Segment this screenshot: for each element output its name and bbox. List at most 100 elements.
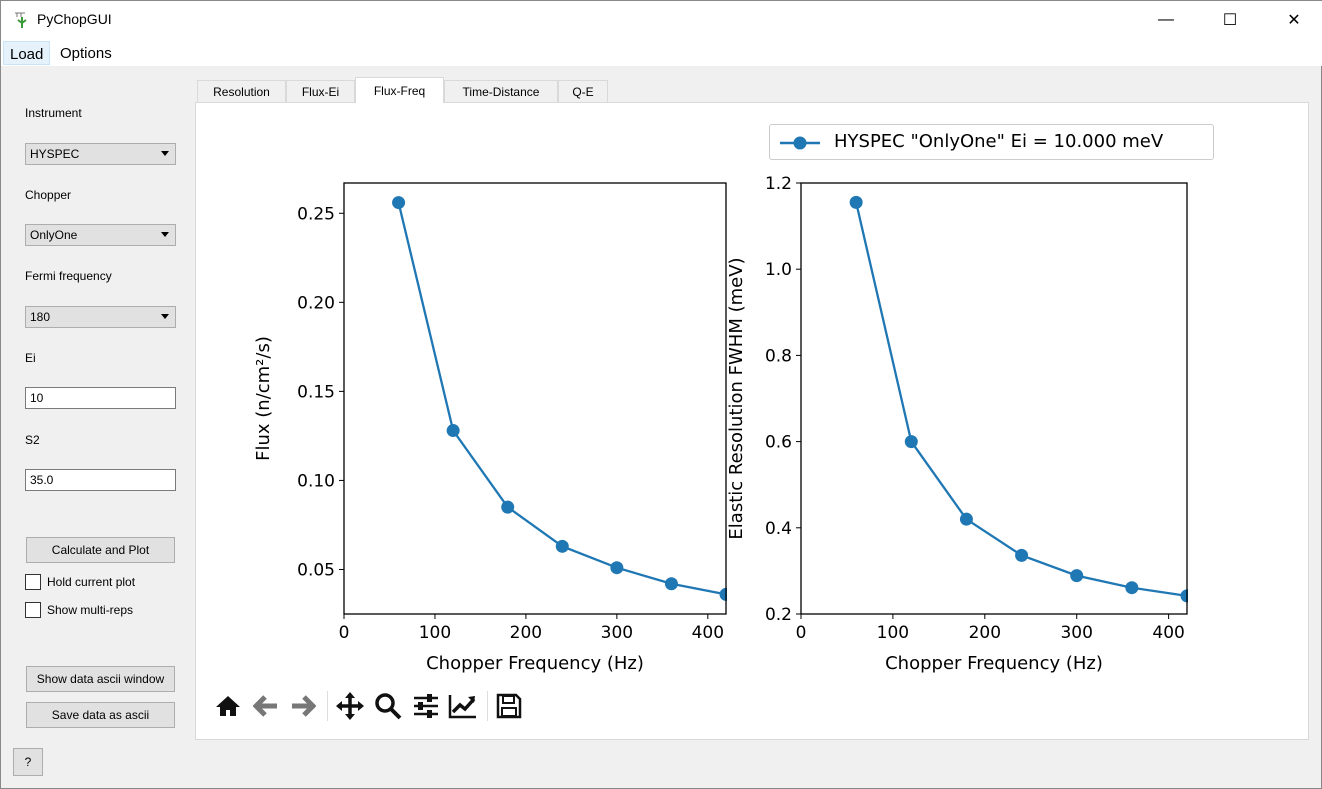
data-point bbox=[849, 195, 863, 209]
instrument-label: Instrument bbox=[25, 106, 82, 120]
fermi-frequency-label: Fermi frequency bbox=[25, 269, 112, 283]
minimize-button[interactable]: — bbox=[1158, 11, 1174, 28]
y-tick-label: 1.0 bbox=[765, 260, 792, 280]
data-point bbox=[446, 424, 460, 438]
plot-frame bbox=[343, 182, 727, 615]
x-axis-label: Chopper Frequency (Hz) bbox=[426, 653, 644, 674]
x-tick-label: 200 bbox=[510, 623, 542, 643]
app-icon bbox=[15, 12, 27, 28]
data-point bbox=[719, 587, 727, 601]
y-tick-label: 0.20 bbox=[297, 293, 335, 313]
ei-input[interactable]: 10 bbox=[25, 387, 176, 409]
plot-canvas[interactable]: 0 100 200 300 4000.050.100.150.200.25Chopper… bbox=[196, 103, 1308, 739]
help-button[interactable]: ? bbox=[13, 748, 43, 776]
legend-label: HYSPEC "OnlyOne" Ei = 10.000 meV bbox=[834, 131, 1164, 152]
data-point bbox=[904, 435, 918, 449]
data-point bbox=[555, 539, 569, 553]
tab-flux-freq[interactable]: Flux-Freq bbox=[355, 77, 444, 103]
menu-options[interactable]: Options bbox=[60, 45, 112, 62]
chevron-down-icon bbox=[161, 151, 169, 156]
instrument-select[interactable]: HYSPEC bbox=[25, 143, 176, 165]
x-tick-label: 400 bbox=[1152, 623, 1184, 643]
series-group bbox=[392, 196, 727, 601]
s2-input[interactable]: 35.0 bbox=[25, 469, 176, 491]
chopper-select[interactable]: OnlyOne bbox=[25, 224, 176, 246]
data-point bbox=[1125, 581, 1139, 595]
forward-icon[interactable] bbox=[288, 691, 318, 721]
data-point bbox=[501, 500, 515, 514]
x-axis-label: Chopper Frequency (Hz) bbox=[885, 653, 1103, 674]
y-tick-label: 0.15 bbox=[297, 382, 335, 402]
ei-label: Ei bbox=[25, 351, 36, 365]
y-tick-label: 0.2 bbox=[765, 605, 792, 625]
show-data-ascii-window-button[interactable]: Show data ascii window bbox=[26, 666, 175, 692]
fermi-frequency-value: 180 bbox=[30, 310, 51, 324]
x-tick-label: 0 bbox=[796, 623, 807, 643]
menu-bar: Load Options bbox=[1, 39, 1322, 66]
y-tick-label: 0.8 bbox=[765, 346, 792, 366]
toolbar-divider bbox=[487, 691, 488, 721]
zoom-icon[interactable] bbox=[373, 691, 403, 721]
title-bar: PyChopGUI — ☐ ✕ bbox=[1, 1, 1322, 39]
data-point bbox=[1015, 548, 1029, 562]
x-tick-label: 300 bbox=[601, 623, 633, 643]
toolbar-divider bbox=[327, 691, 328, 721]
plot-frame bbox=[800, 182, 1188, 615]
fermi-frequency-select[interactable]: 180 bbox=[25, 306, 176, 328]
y-tick-label: 0.10 bbox=[297, 471, 335, 491]
save-data-as-ascii-button[interactable]: Save data as ascii bbox=[26, 702, 175, 728]
chevron-down-icon bbox=[161, 314, 169, 319]
series-line bbox=[855, 202, 1188, 598]
show-multi-reps-checkbox[interactable] bbox=[25, 602, 41, 618]
y-tick-label: 1.2 bbox=[765, 174, 792, 194]
maximize-button[interactable]: ☐ bbox=[1222, 12, 1238, 29]
y-tick-label: 0.4 bbox=[765, 519, 792, 539]
y-tick-label: 0.6 bbox=[765, 433, 792, 453]
series-line bbox=[397, 202, 727, 596]
data-point bbox=[959, 512, 973, 526]
x-tick-label: 100 bbox=[877, 623, 909, 643]
chopper-value: OnlyOne bbox=[30, 228, 78, 242]
home-icon[interactable] bbox=[213, 691, 243, 721]
tab-q-e[interactable]: Q-E bbox=[558, 80, 608, 103]
instrument-value: HYSPEC bbox=[30, 147, 80, 161]
y-tick-label: 0.25 bbox=[297, 204, 335, 224]
tab-resolution[interactable]: Resolution bbox=[197, 80, 286, 103]
x-tick-label: 0 bbox=[339, 623, 350, 643]
x-tick-label: 300 bbox=[1060, 623, 1092, 643]
window-title: PyChopGUI bbox=[37, 11, 112, 27]
menu-load[interactable]: Load bbox=[3, 41, 51, 65]
chart-2: 0 100 200 300 400 0.2 0.4 0.6 0.8 1.0 1.2 Chopper F… bbox=[726, 174, 1188, 674]
data-point bbox=[392, 196, 406, 210]
data-point bbox=[610, 561, 624, 575]
series-group bbox=[849, 195, 1188, 603]
pan-icon[interactable] bbox=[335, 691, 365, 721]
tab-flux-ei[interactable]: Flux-Ei bbox=[286, 80, 355, 103]
legend-marker-icon bbox=[780, 136, 820, 150]
hold-current-plot-label: Hold current plot bbox=[47, 575, 136, 589]
x-tick-label: 400 bbox=[692, 623, 724, 643]
hold-current-plot-checkbox[interactable] bbox=[25, 574, 41, 590]
y-axis-label: Flux (n/cm²/s) bbox=[253, 336, 274, 461]
save-icon[interactable] bbox=[494, 691, 524, 721]
configure-subplots-icon[interactable] bbox=[411, 691, 441, 721]
back-icon[interactable] bbox=[251, 691, 281, 721]
calculate-and-plot-button[interactable]: Calculate and Plot bbox=[26, 537, 175, 563]
s2-label: S2 bbox=[25, 433, 40, 447]
y-tick-label: 0.05 bbox=[297, 560, 335, 580]
edit-axis-icon[interactable] bbox=[448, 691, 478, 721]
tab-time-distance[interactable]: Time-Distance bbox=[444, 80, 558, 103]
y-axis-label: Elastic Resolution FWHM (meV) bbox=[726, 257, 747, 539]
plot-pane: 0 100 200 300 400 0.05 0.10 0.15 0.20 0.25 Chopper… bbox=[195, 102, 1309, 740]
x-tick-label: 200 bbox=[969, 623, 1001, 643]
data-point bbox=[1070, 569, 1084, 583]
data-point bbox=[664, 577, 678, 591]
show-multi-reps-label: Show multi-reps bbox=[47, 603, 134, 617]
chevron-down-icon bbox=[161, 232, 169, 237]
close-button[interactable]: ✕ bbox=[1287, 12, 1301, 29]
plot-legend: HYSPEC "OnlyOne" Ei = 10.000 meV bbox=[769, 124, 1214, 160]
x-tick-label: 100 bbox=[419, 623, 451, 643]
chart-1: 0 100 200 300 400 0.05 0.10 0.15 0.20 0.25 Chopper… bbox=[253, 182, 727, 674]
data-point bbox=[1180, 589, 1188, 603]
chopper-label: Chopper bbox=[25, 188, 72, 202]
